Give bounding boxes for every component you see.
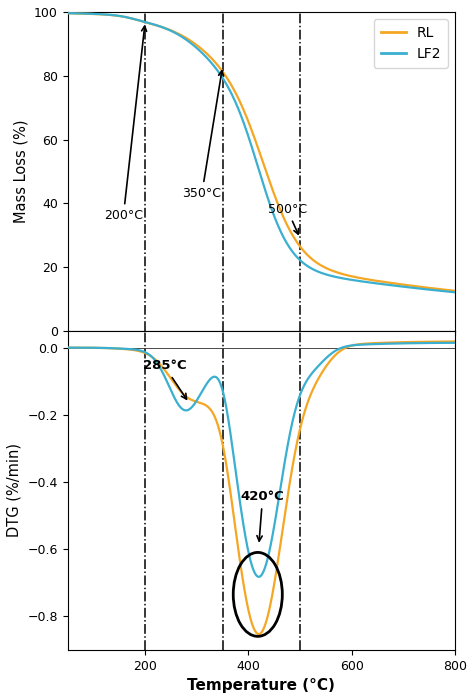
Y-axis label: DTG (%/min): DTG (%/min) [7, 443, 22, 538]
X-axis label: Temperature (°C): Temperature (°C) [187, 678, 335, 693]
Text: 350°C: 350°C [182, 71, 224, 200]
Text: 420°C: 420°C [241, 491, 284, 541]
Text: 285°C: 285°C [143, 360, 186, 399]
Y-axis label: Mass Loss (%): Mass Loss (%) [14, 120, 28, 223]
Text: 500°C: 500°C [268, 203, 307, 234]
Legend: RL, LF2: RL, LF2 [374, 19, 448, 68]
Text: 200°C: 200°C [104, 26, 146, 222]
